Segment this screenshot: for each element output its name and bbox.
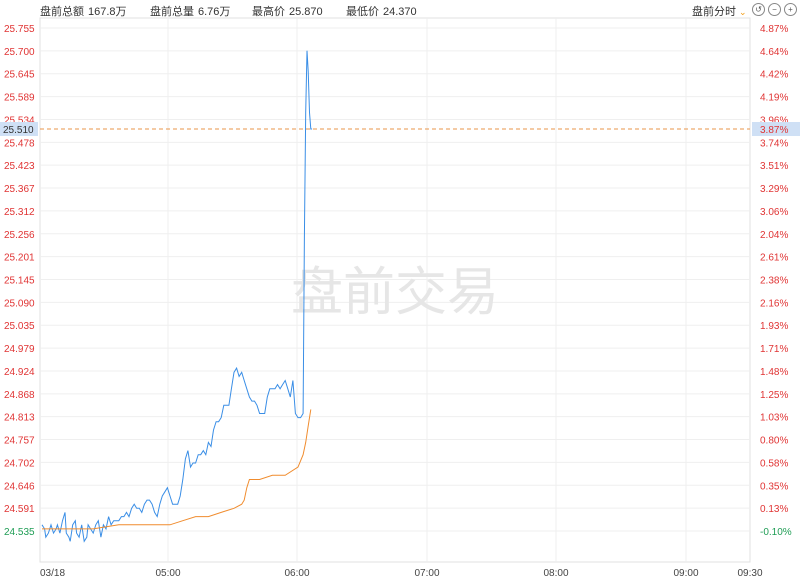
- y-tick-label: 25.700: [4, 47, 35, 58]
- high-price-label: 最高价: [252, 6, 285, 18]
- pct-tick-label: 1.48%: [760, 367, 788, 378]
- y-tick-label: 24.924: [4, 367, 35, 378]
- pct-tick-label: 3.96%: [760, 115, 788, 126]
- y-tick-label: 25.312: [4, 207, 35, 218]
- y-tick-label: 25.534: [4, 115, 35, 126]
- y-tick-label: 25.589: [4, 93, 35, 104]
- y-tick-label: 24.702: [4, 458, 35, 469]
- x-tick-label: 09:30: [737, 568, 762, 579]
- premarket-volume-value: 6.76万: [198, 6, 231, 18]
- time-axis: 03/18 05:00 06:00 07:00 08:00 09:00 09:30: [40, 568, 763, 579]
- y-tick-label: 25.478: [4, 138, 35, 149]
- y-tick-label: 25.035: [4, 321, 35, 332]
- y-tick-label: 24.591: [4, 504, 35, 515]
- x-tick-label: 03/18: [40, 568, 65, 579]
- x-tick-label: 06:00: [284, 568, 309, 579]
- pct-tick-label: 1.03%: [760, 413, 788, 424]
- pct-tick-label: 3.74%: [760, 138, 788, 149]
- low-price-value: 24.370: [383, 6, 417, 18]
- percent-axis: 4.87% 4.64% 4.42% 4.19% 3.96% 3.74% 3.51% 3.29%…: [760, 24, 792, 538]
- x-tick-label: 09:00: [673, 568, 698, 579]
- plot-border: [39, 17, 751, 563]
- low-price-stat: 最低价 24.370: [346, 3, 417, 19]
- average-price-line: [42, 409, 312, 530]
- pct-tick-label: 0.80%: [760, 436, 788, 447]
- current-price-label: 25.510: [3, 125, 34, 136]
- y-tick-label: 25.645: [4, 70, 35, 81]
- y-tick-label: 24.868: [4, 390, 35, 401]
- zoom-in-icon[interactable]: +: [784, 3, 797, 16]
- grid: [39, 17, 751, 563]
- y-tick-label: 25.367: [4, 184, 35, 195]
- y-tick-label: 24.979: [4, 344, 35, 355]
- watermark: 盘前交易: [291, 263, 499, 323]
- y-tick-label: 25.201: [4, 253, 35, 264]
- pct-tick-label: 0.58%: [760, 458, 788, 469]
- price-axis: 25.755 25.700 25.645 25.589 25.534 25.478 25.4…: [4, 24, 35, 538]
- pct-tick-label: 0.35%: [760, 481, 788, 492]
- premarket-volume-label: 盘前总量: [150, 6, 194, 18]
- high-price-value: 25.870: [289, 6, 323, 18]
- undo-icon[interactable]: ↺: [752, 3, 765, 16]
- x-tick-label: 05:00: [155, 568, 180, 579]
- chevron-down-icon: ⌄: [739, 7, 747, 17]
- y-tick-label: 24.535: [4, 527, 35, 538]
- premarket-volume-stat: 盘前总量 6.76万: [150, 3, 230, 19]
- high-price-stat: 最高价 25.870: [252, 3, 323, 19]
- y-tick-label: 25.755: [4, 24, 35, 35]
- chart-mode-label: 盘前分时: [692, 6, 736, 18]
- low-price-label: 最低价: [346, 6, 379, 18]
- y-tick-label: 24.757: [4, 436, 35, 447]
- pct-tick-label: 1.71%: [760, 344, 788, 355]
- pct-tick-label: 4.19%: [760, 93, 788, 104]
- pct-tick-label: 4.87%: [760, 24, 788, 35]
- current-pct-label: 3.87%: [760, 125, 788, 136]
- pct-tick-label: 3.06%: [760, 207, 788, 218]
- y-tick-label: 24.646: [4, 481, 35, 492]
- y-tick-label: 24.813: [4, 413, 35, 424]
- y-tick-label: 25.145: [4, 276, 35, 287]
- zoom-out-icon[interactable]: −: [768, 3, 781, 16]
- x-tick-label: 08:00: [543, 568, 568, 579]
- x-tick-label: 07:00: [414, 568, 439, 579]
- series-group: [41, 50, 313, 543]
- pct-tick-label: 1.25%: [760, 390, 788, 401]
- pct-tick-label: 2.38%: [760, 276, 788, 287]
- pct-tick-label: 2.61%: [760, 253, 788, 264]
- premarket-amount-label: 盘前总额: [40, 6, 84, 18]
- pct-tick-label: 3.51%: [760, 161, 788, 172]
- pct-tick-label: 2.04%: [760, 230, 788, 241]
- pct-tick-label: 0.13%: [760, 504, 788, 515]
- pct-tick-label: 3.29%: [760, 184, 788, 195]
- premarket-amount-stat: 盘前总额 167.8万: [40, 3, 127, 19]
- price-line: [41, 50, 313, 543]
- reference-line-group: 25.510 3.87%: [0, 122, 800, 137]
- stats-bar: 盘前总额 167.8万 盘前总量 6.76万 最高价 25.870 最低价 24.370…: [0, 0, 800, 20]
- y-tick-label: 25.256: [4, 230, 35, 241]
- chart-mode-dropdown[interactable]: 盘前分时 ⌄: [692, 3, 747, 19]
- y-tick-label: 25.423: [4, 161, 35, 172]
- pct-tick-label: 4.42%: [760, 70, 788, 81]
- pct-tick-label: 2.16%: [760, 298, 788, 309]
- y-tick-label: 25.090: [4, 298, 35, 309]
- current-price-tag: [0, 122, 38, 137]
- pct-tick-label: -0.10%: [760, 527, 792, 538]
- pct-tick-label: 1.93%: [760, 321, 788, 332]
- pct-tick-label: 4.64%: [760, 47, 788, 58]
- current-pct-tag: [752, 122, 800, 137]
- premarket-amount-value: 167.8万: [88, 6, 127, 18]
